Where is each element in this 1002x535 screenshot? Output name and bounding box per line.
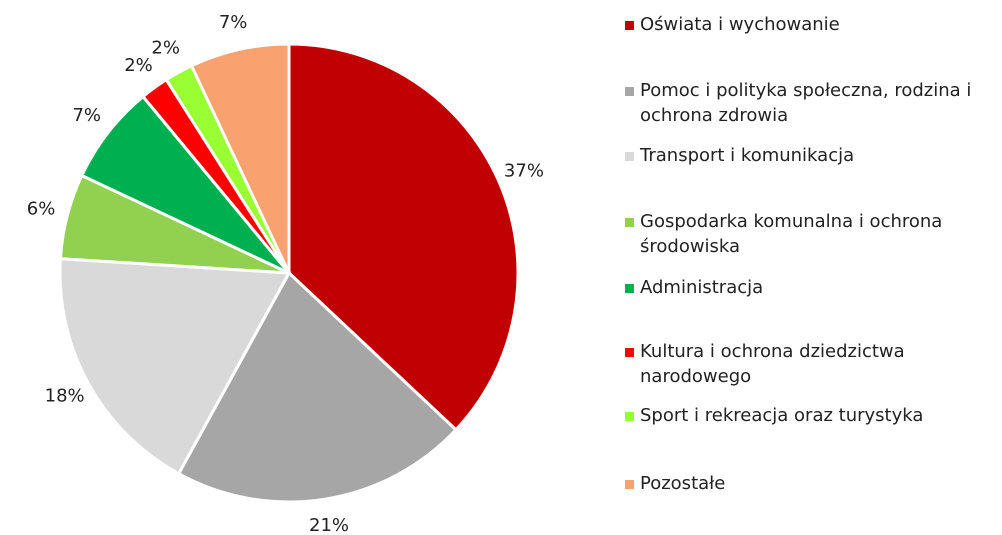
legend-item: Gospodarka komunalna i ochrona środowisk… bbox=[625, 209, 1000, 259]
legend-item: Pozostałe bbox=[625, 471, 1000, 496]
legend-item: Pomoc i polityka społeczna, rodzina i oc… bbox=[625, 78, 1000, 128]
pie-slice bbox=[287, 42, 520, 432]
data-label: 7% bbox=[219, 12, 248, 33]
legend-swatch bbox=[625, 480, 634, 489]
legend-label: Kultura i ochrona dziedzictwa narodowego bbox=[640, 341, 905, 387]
legend-label: Transport i komunikacja bbox=[640, 145, 855, 166]
legend-label: Sport i rekreacja oraz turystyka bbox=[640, 405, 924, 426]
legend-swatch bbox=[625, 87, 634, 96]
legend-label: Pozostałe bbox=[640, 473, 726, 494]
legend-item: Sport i rekreacja oraz turystyka bbox=[625, 403, 1000, 428]
data-label: 2% bbox=[124, 55, 153, 76]
legend-swatch bbox=[625, 21, 634, 30]
pie-slice bbox=[58, 257, 292, 476]
legend-swatch bbox=[625, 412, 634, 421]
legend-item: Administracja bbox=[625, 275, 1000, 300]
data-label: 18% bbox=[45, 385, 85, 406]
legend-label: Oświata i wychowanie bbox=[640, 14, 840, 35]
legend-swatch bbox=[625, 152, 634, 161]
legend-label: Administracja bbox=[640, 277, 764, 298]
legend-item: Transport i komunikacja bbox=[625, 143, 1000, 168]
legend-swatch bbox=[625, 284, 634, 293]
pie-slice bbox=[189, 42, 291, 274]
legend-swatch bbox=[625, 348, 634, 357]
legend-swatch bbox=[625, 218, 634, 227]
legend-label: Pomoc i polityka społeczna, rodzina i oc… bbox=[640, 80, 972, 126]
data-label: 21% bbox=[309, 515, 349, 535]
data-label: 2% bbox=[151, 38, 180, 59]
pie-slice bbox=[176, 270, 459, 504]
data-label: 7% bbox=[72, 105, 101, 126]
legend-item: Oświata i wychowanie bbox=[625, 12, 1000, 37]
data-label: 6% bbox=[27, 198, 56, 219]
legend-label: Gospodarka komunalna i ochrona środowisk… bbox=[640, 211, 943, 257]
legend-item: Kultura i ochrona dziedzictwa narodowego bbox=[625, 339, 1000, 389]
data-label: 37% bbox=[504, 160, 544, 181]
